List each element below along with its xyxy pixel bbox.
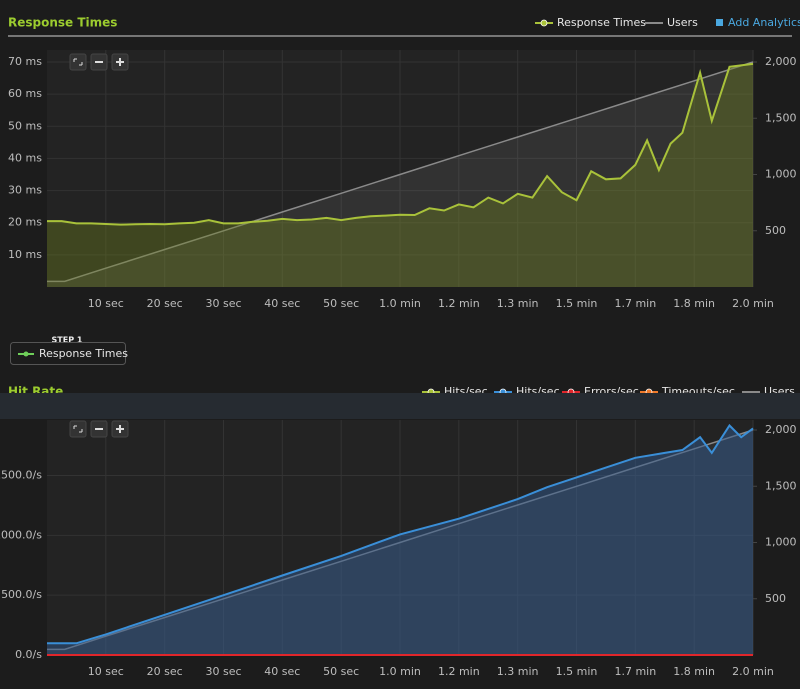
x-tick-label: 1.2 min <box>438 665 480 678</box>
y-tick-label: 70 ms <box>8 55 42 68</box>
step-icon-dot <box>23 351 29 357</box>
series-area <box>47 63 753 288</box>
series-area <box>47 425 753 655</box>
x-tick-label: 1.0 min <box>379 297 421 310</box>
x-tick-label: 40 sec <box>264 665 300 678</box>
step-label: STEP 1 <box>52 336 83 345</box>
x-tick-label: 1.7 min <box>614 297 656 310</box>
x-tick-label: 1.5 min <box>556 297 598 310</box>
y-tick-label: 30 ms <box>8 184 42 197</box>
x-tick-label: 20 sec <box>147 665 183 678</box>
y-tick-label: 1500.0/s <box>0 468 42 481</box>
y-tick-label: 0.0/s <box>15 648 42 661</box>
y2-tick-label: 2,000 <box>765 55 797 68</box>
x-tick-label: 1.2 min <box>438 297 480 310</box>
y-tick-label: 1000.0/s <box>0 528 42 541</box>
x-tick-label: 1.0 min <box>379 665 421 678</box>
x-tick-label: 30 sec <box>205 297 241 310</box>
x-tick-label: 10 sec <box>88 665 124 678</box>
y2-tick-label: 500 <box>765 592 786 605</box>
y2-tick-label: 500 <box>765 224 786 237</box>
zoom-icon <box>73 58 83 66</box>
x-tick-label: 1.8 min <box>673 297 715 310</box>
x-tick-label: 1.5 min <box>556 665 598 678</box>
y-tick-label: 500.0/s <box>1 588 42 601</box>
zoom-in-icon <box>116 425 124 433</box>
x-tick-label: 2.0 min <box>732 297 774 310</box>
x-tick-label: 10 sec <box>88 297 124 310</box>
overlay-bar <box>0 393 800 419</box>
series-line <box>47 62 754 226</box>
series-line <box>47 423 754 645</box>
x-tick-label: 1.3 min <box>497 665 539 678</box>
y2-tick-label: 1,500 <box>765 479 797 492</box>
step-button[interactable] <box>10 342 126 365</box>
x-tick-label: 1.7 min <box>614 665 656 678</box>
x-tick-label: 1.8 min <box>673 665 715 678</box>
x-tick-label: 50 sec <box>323 297 359 310</box>
add-icon[interactable] <box>716 19 723 26</box>
x-tick-label: 1.3 min <box>497 297 539 310</box>
zoom-button[interactable] <box>69 420 87 438</box>
zoom-button[interactable] <box>69 53 87 71</box>
y-tick-label: 60 ms <box>8 87 42 100</box>
x-tick-label: 50 sec <box>323 665 359 678</box>
legend-dot <box>540 19 548 27</box>
charts: 10 sec 20 sec 30 sec 40 sec 50 sec 1.0 min 1.2… <box>0 16 797 679</box>
legend-label: Response Times <box>557 16 646 29</box>
zoom-icon <box>73 425 83 433</box>
y-tick-label: 40 ms <box>8 151 42 164</box>
x-tick-label: 30 sec <box>205 665 241 678</box>
y2-tick-label: 1,000 <box>765 168 797 181</box>
zoom-in-icon <box>116 58 124 66</box>
y2-tick-label: 2,000 <box>765 423 797 436</box>
y2-tick-label: 1,000 <box>765 536 797 549</box>
y-tick-label: 10 ms <box>8 248 42 261</box>
y-tick-label: 20 ms <box>8 216 42 229</box>
y2-tick-label: 1,500 <box>765 111 797 124</box>
series-line <box>47 61 754 283</box>
legend-label: Users <box>667 16 698 29</box>
x-tick-label: 20 sec <box>147 297 183 310</box>
chart-title: Response Times <box>8 16 117 30</box>
x-tick-label: 2.0 min <box>732 665 774 678</box>
x-tick-label: 40 sec <box>264 297 300 310</box>
step-button-label[interactable]: Response Times <box>39 347 128 360</box>
y-tick-label: 50 ms <box>8 119 42 132</box>
add-analytics[interactable]: Add Analytics <box>728 16 800 29</box>
